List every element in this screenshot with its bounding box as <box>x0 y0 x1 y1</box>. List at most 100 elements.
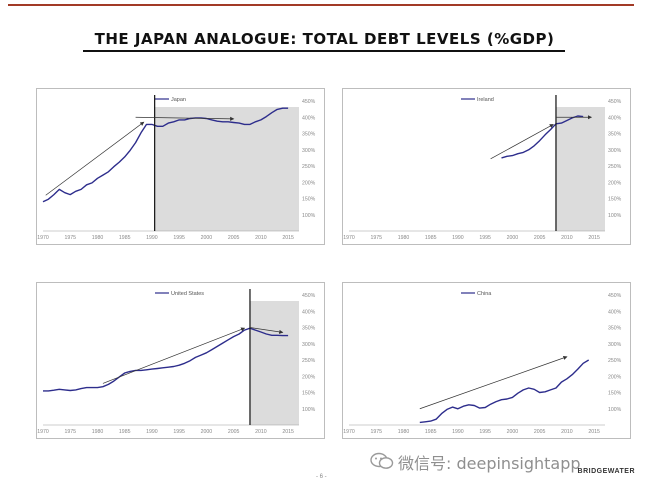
x-tick-label: 2010 <box>561 235 573 241</box>
x-tick-label: 2005 <box>534 235 546 241</box>
y-tick-label: 150% <box>302 197 316 203</box>
y-tick-label: 450% <box>608 293 622 299</box>
y-tick-label: 400% <box>302 309 316 315</box>
y-tick-label: 250% <box>608 164 622 170</box>
x-tick-label: 1980 <box>398 235 410 241</box>
y-tick-label: 400% <box>302 115 316 121</box>
x-tick-label: 2010 <box>561 429 573 435</box>
y-tick-label: 400% <box>608 115 622 121</box>
trend-arrow <box>490 124 554 160</box>
y-tick-label: 350% <box>608 132 622 138</box>
y-tick-label: 300% <box>608 342 622 348</box>
y-tick-label: 300% <box>302 342 316 348</box>
chart-svg-ireland: 1970 1975 1980 1985 1990 1995 2000 2005 2010 2015… <box>343 95 622 241</box>
y-tick-label: 100% <box>608 213 622 219</box>
y-tick-label: 450% <box>608 99 622 105</box>
y-tick-label: 200% <box>302 180 316 186</box>
x-tick-label: 2015 <box>282 235 294 241</box>
trend-arrow <box>102 327 246 384</box>
x-tick-label: 2015 <box>588 429 600 435</box>
y-tick-label: 150% <box>608 197 622 203</box>
x-tick-label: 2005 <box>534 429 546 435</box>
chart-panel-japan: 1970 1975 1980 1985 1990 1995 2000 2005 2010 2015… <box>36 88 325 245</box>
y-tick-label: 350% <box>608 326 622 332</box>
trend-arrow <box>135 116 235 121</box>
x-tick-label: 1975 <box>64 429 76 435</box>
y-tick-label: 250% <box>302 164 316 170</box>
series-line <box>501 115 584 159</box>
chart-svg-japan: 1970 1975 1980 1985 1990 1995 2000 2005 2010 2015… <box>37 95 316 241</box>
title-underline <box>83 50 565 52</box>
y-tick-label: 300% <box>608 148 622 154</box>
x-tick-label: 1980 <box>92 429 104 435</box>
x-tick-label: 1975 <box>64 235 76 241</box>
x-tick-label: 2015 <box>282 429 294 435</box>
y-tick-label: 250% <box>302 358 316 364</box>
y-tick-label: 450% <box>302 99 316 105</box>
x-tick-label: 1970 <box>37 429 49 435</box>
y-tick-label: 150% <box>608 391 622 397</box>
legend-label: Ireland <box>477 97 494 103</box>
x-tick-label: 2005 <box>228 235 240 241</box>
x-tick-label: 1985 <box>119 429 131 435</box>
x-tick-label: 1975 <box>370 429 382 435</box>
y-tick-label: 350% <box>302 132 316 138</box>
x-tick-label: 2010 <box>255 429 267 435</box>
x-tick-label: 1995 <box>173 429 185 435</box>
x-tick-label: 1985 <box>425 429 437 435</box>
y-tick-label: 350% <box>302 326 316 332</box>
series-line <box>42 107 289 203</box>
x-tick-label: 1990 <box>452 429 464 435</box>
page-number: - 6 - <box>316 474 327 480</box>
chart-svg-united-states: 1970 1975 1980 1985 1990 1995 2000 2005 2010 2015… <box>37 289 316 435</box>
y-tick-label: 100% <box>302 407 316 413</box>
y-tick-label: 100% <box>302 213 316 219</box>
x-tick-label: 1995 <box>479 235 491 241</box>
series-line <box>43 327 289 392</box>
legend-label: Japan <box>171 97 186 103</box>
chart-panel-ireland: 1970 1975 1980 1985 1990 1995 2000 2005 2010 2015… <box>342 88 631 245</box>
series-line <box>419 359 590 424</box>
x-tick-label: 2005 <box>228 429 240 435</box>
y-tick-label: 250% <box>608 358 622 364</box>
x-tick-label: 1985 <box>119 235 131 241</box>
x-tick-label: 1970 <box>343 235 355 241</box>
trend-arrow <box>249 327 284 334</box>
trend-arrow <box>45 121 145 196</box>
y-tick-label: 200% <box>608 374 622 380</box>
wechat-icon <box>370 452 394 469</box>
chart-panel-china: 1970 1975 1980 1985 1990 1995 2000 2005 2010 2015… <box>342 282 631 439</box>
page-title: THE JAPAN ANALOGUE: TOTAL DEBT LEVELS (%… <box>94 30 555 48</box>
trend-arrow <box>419 355 568 410</box>
forecast-shade <box>154 107 299 231</box>
x-tick-label: 2010 <box>255 235 267 241</box>
forecast-shade <box>249 301 299 425</box>
x-tick-label: 1985 <box>425 235 437 241</box>
brand-logo-text: BRIDGEWATER <box>577 468 635 475</box>
x-tick-label: 1990 <box>146 235 158 241</box>
watermark-text: 微信号: deepinsightapp <box>398 454 581 473</box>
x-tick-label: 1990 <box>452 235 464 241</box>
y-tick-label: 300% <box>302 148 316 154</box>
y-tick-label: 400% <box>608 309 622 315</box>
y-tick-label: 200% <box>302 374 316 380</box>
x-tick-label: 1995 <box>173 235 185 241</box>
y-tick-label: 100% <box>608 407 622 413</box>
x-tick-label: 2000 <box>507 429 519 435</box>
y-tick-label: 200% <box>608 180 622 186</box>
legend-label: China <box>477 291 492 297</box>
x-tick-label: 1970 <box>37 235 49 241</box>
x-tick-label: 1995 <box>479 429 491 435</box>
legend-label: United States <box>171 291 204 297</box>
x-tick-label: 2000 <box>507 235 519 241</box>
y-tick-label: 450% <box>302 293 316 299</box>
x-tick-label: 1975 <box>370 235 382 241</box>
x-tick-label: 1990 <box>146 429 158 435</box>
x-tick-label: 2000 <box>201 429 213 435</box>
forecast-shade <box>555 107 605 231</box>
chart-panel-united-states: 1970 1975 1980 1985 1990 1995 2000 2005 2010 2015… <box>36 282 325 439</box>
x-tick-label: 2000 <box>201 235 213 241</box>
x-tick-label: 2015 <box>588 235 600 241</box>
x-tick-label: 1980 <box>398 429 410 435</box>
top-accent-rule <box>8 4 634 6</box>
